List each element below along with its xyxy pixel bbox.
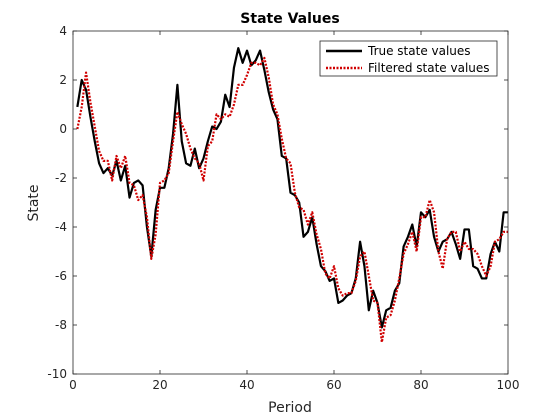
legend: True state values Filtered state values <box>319 40 498 77</box>
x-tick-label: 40 <box>239 378 254 392</box>
y-tick-label: -6 <box>55 269 67 283</box>
y-tick-label: 0 <box>59 122 67 136</box>
y-tick-label: 2 <box>59 73 67 87</box>
chart-title: State Values <box>240 11 339 27</box>
x-tick-label: 0 <box>69 378 77 392</box>
x-axis-ticks: 0 20 40 60 80 100 <box>69 31 519 392</box>
y-tick-label: -4 <box>55 220 67 234</box>
series-line-filtered-state <box>76 56 508 344</box>
legend-label-true: True state values <box>367 44 471 58</box>
y-tick-label: -2 <box>55 171 67 185</box>
series-layer <box>76 47 508 344</box>
legend-label-filtered: Filtered state values <box>368 61 490 75</box>
x-axis-title: Period <box>268 400 312 416</box>
legend-box <box>319 40 498 77</box>
y-axis-ticks: -10 -8 -6 -4 -2 0 2 4 <box>47 24 508 381</box>
plot-area <box>73 31 508 374</box>
x-tick-label: 80 <box>413 378 428 392</box>
x-tick-label: 100 <box>497 378 520 392</box>
y-tick-label: -8 <box>55 318 67 332</box>
plot-frame <box>72 30 509 375</box>
x-tick-label: 60 <box>326 378 341 392</box>
y-axis-title: State <box>26 184 42 221</box>
x-tick-label: 20 <box>152 378 167 392</box>
y-tick-label: 4 <box>59 24 67 38</box>
y-tick-label: -10 <box>47 367 67 381</box>
